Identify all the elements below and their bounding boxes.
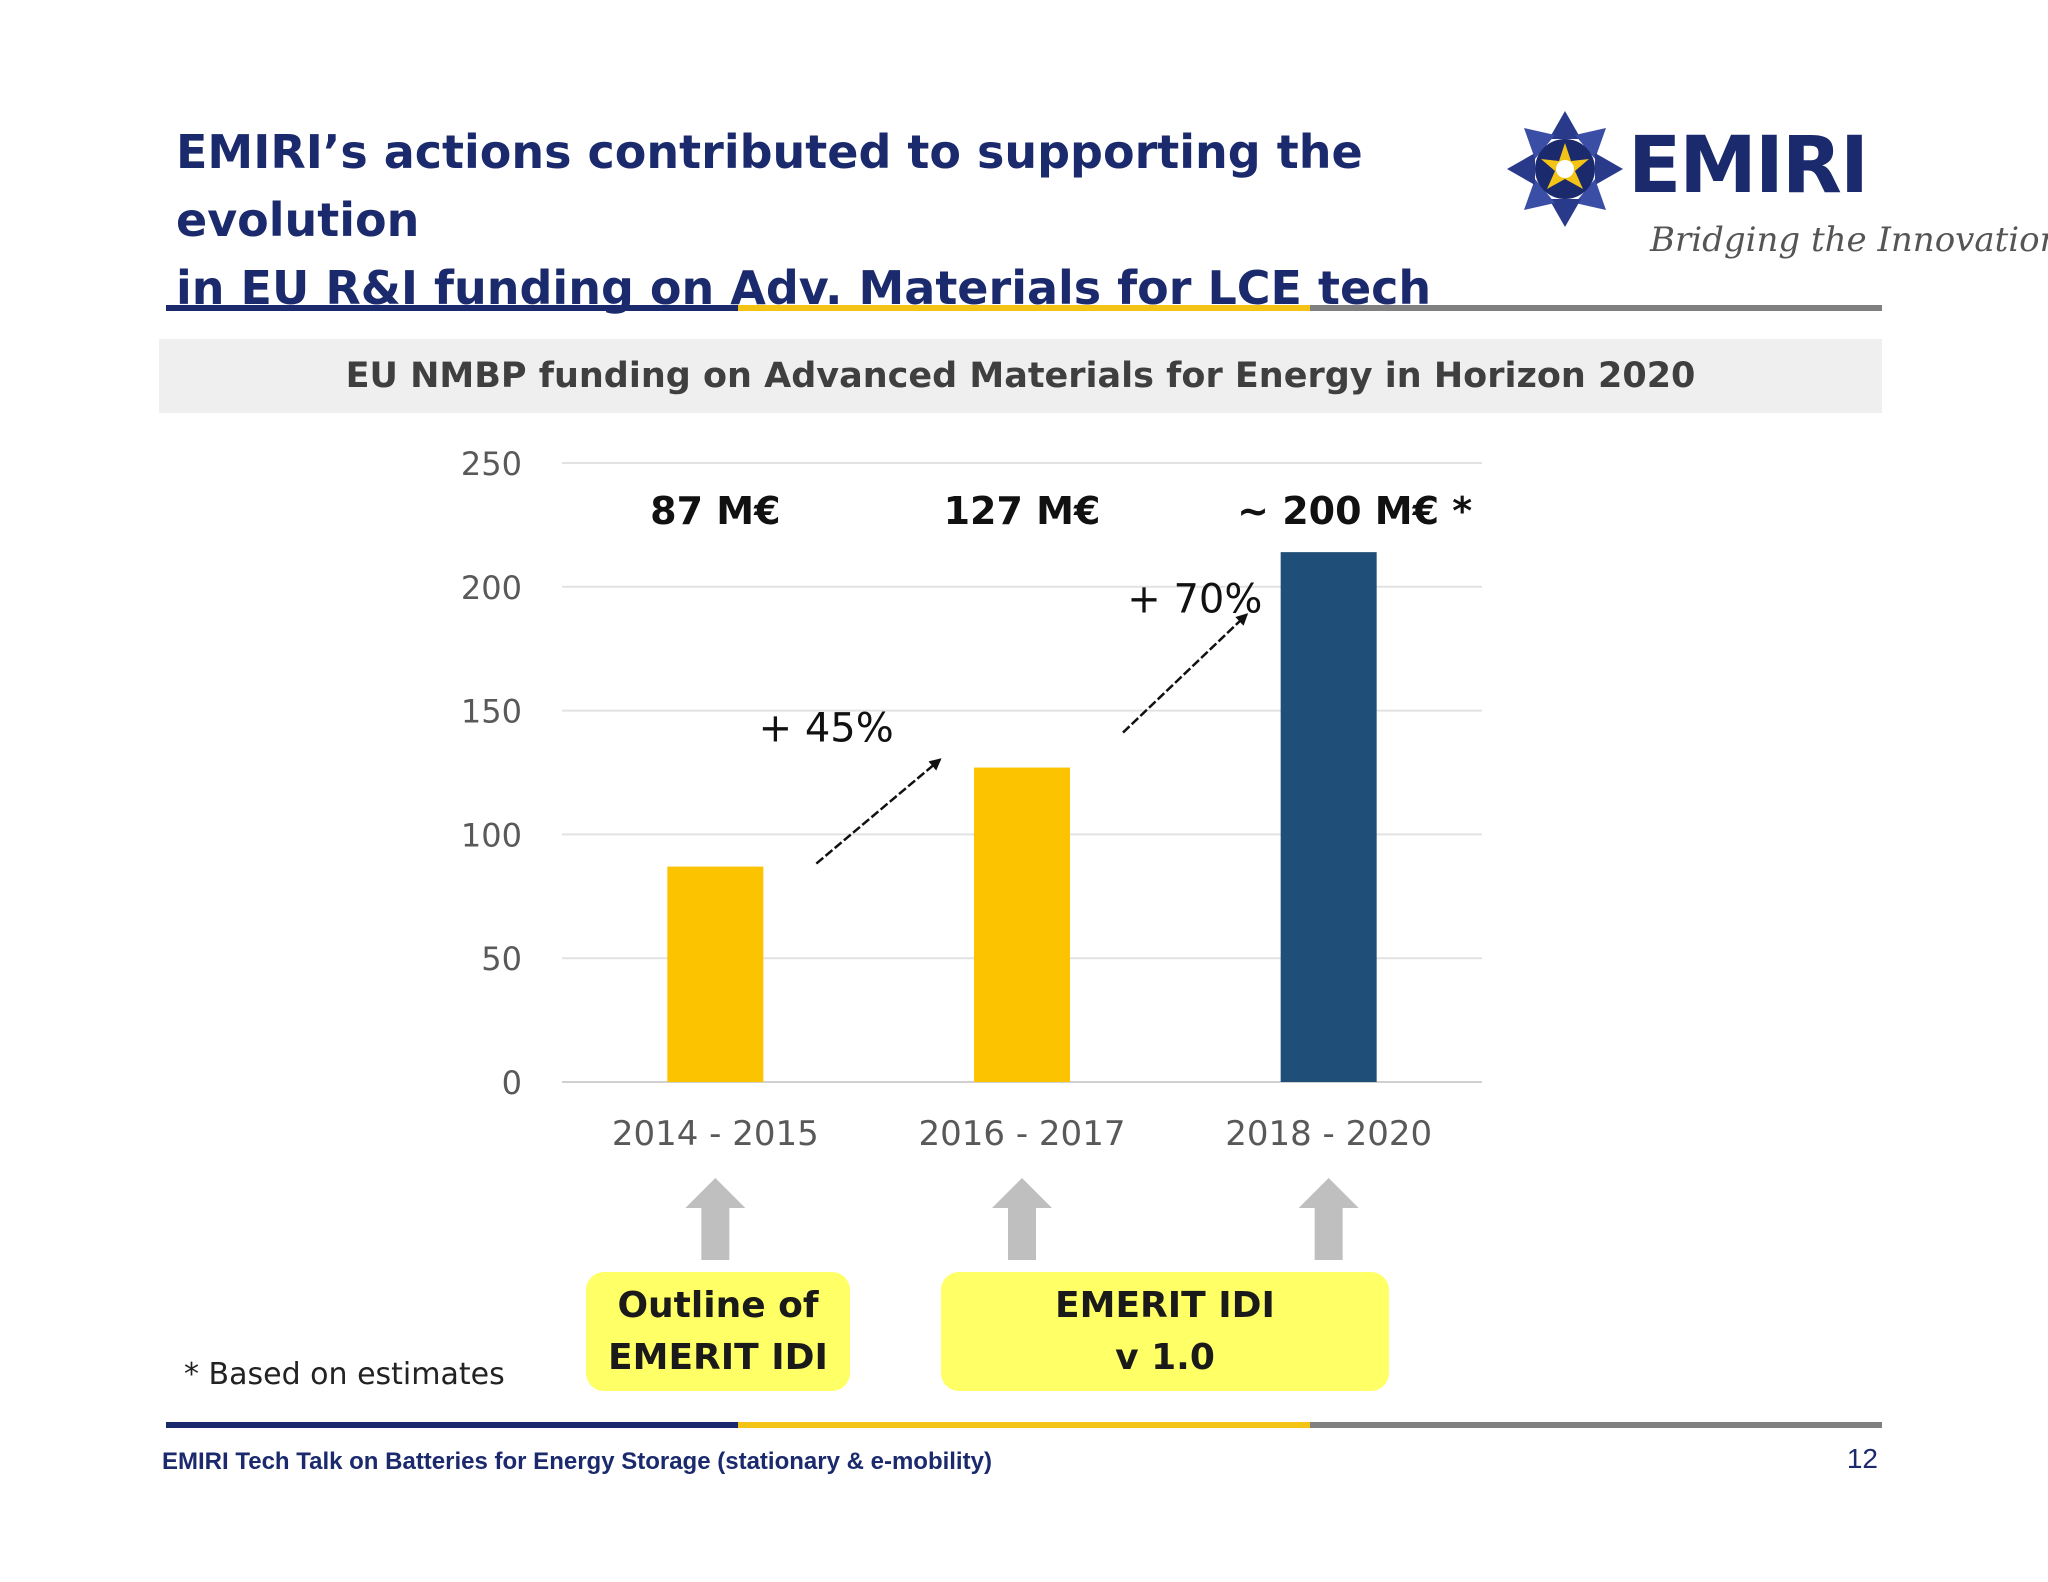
chart-heading-banner: EU NMBP funding on Advanced Materials fo…	[159, 339, 1882, 413]
growth-annotations: + 45% + 70%	[759, 577, 1262, 865]
callout-1-line-2: EMERIT IDI	[608, 1336, 828, 1378]
chart-heading: EU NMBP funding on Advanced Materials fo…	[345, 356, 1696, 396]
growth-arrow	[1122, 613, 1249, 734]
header-divider	[166, 305, 1882, 311]
bar	[667, 866, 764, 1082]
data-label: ~ 200 M€ *	[1237, 489, 1472, 533]
emiri-logo: EMIRI Bridging the Innovation Gap	[1500, 104, 2048, 274]
y-tick-label: 0	[502, 1064, 522, 1102]
y-tick-label: 100	[461, 816, 522, 854]
growth-arrow	[815, 758, 942, 865]
up-arrow-icon	[992, 1178, 1052, 1260]
page-number: 12	[1846, 1443, 1878, 1474]
x-tick-label: 2018 - 2020	[1225, 1114, 1432, 1154]
y-tick-label: 50	[481, 940, 522, 978]
callout-1-line-1: Outline of	[617, 1284, 819, 1326]
growth-label: + 45%	[759, 706, 894, 752]
y-tick-label: 250	[461, 445, 522, 483]
x-tick-label: 2016 - 2017	[919, 1114, 1126, 1154]
slide-title-line-1: EMIRI’s actions contributed to supportin…	[176, 125, 1363, 247]
emiri-wordmark: EMIRI	[1628, 121, 1869, 211]
footnote: * Based on estimates	[184, 1357, 505, 1392]
callout-emerit-v1: EMERIT IDI v 1.0	[941, 1272, 1389, 1391]
x-tick-label: 2014 - 2015	[612, 1114, 819, 1154]
callout-2-line-1: EMERIT IDI	[1055, 1284, 1275, 1326]
x-axis-ticks: 2014 - 2015 2016 - 2017 2018 - 2020	[612, 1114, 1432, 1154]
up-arrow-icon	[1298, 1178, 1359, 1260]
bars	[667, 552, 1377, 1082]
bar	[1280, 552, 1377, 1082]
footer-divider	[166, 1422, 1882, 1428]
growth-label: + 70%	[1127, 577, 1262, 623]
data-label: 127 M€	[944, 489, 1101, 533]
footer-text: EMIRI Tech Talk on Batteries for Energy …	[162, 1448, 992, 1475]
data-labels: 87 M€ 127 M€ ~ 200 M€ *	[650, 489, 1472, 533]
up-arrow-icon	[685, 1178, 746, 1260]
up-arrows	[685, 1178, 1359, 1260]
data-label: 87 M€	[650, 489, 780, 533]
callout-2-line-2: v 1.0	[1115, 1336, 1215, 1378]
bar	[974, 767, 1070, 1082]
callout-outline-emerit: Outline of EMERIT IDI	[586, 1272, 850, 1391]
y-tick-label: 200	[461, 569, 522, 607]
emiri-emblem-icon	[1507, 111, 1623, 227]
y-tick-label: 150	[461, 693, 522, 731]
y-axis-ticks: 0 50 100 150 200 250	[461, 445, 522, 1102]
